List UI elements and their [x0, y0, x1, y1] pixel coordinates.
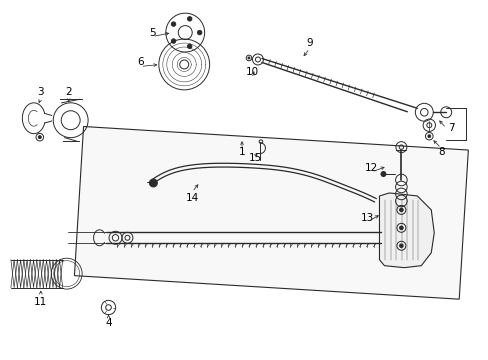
Circle shape: [171, 22, 175, 26]
Circle shape: [399, 208, 403, 212]
Polygon shape: [74, 126, 468, 299]
Text: 9: 9: [306, 37, 312, 48]
Circle shape: [399, 226, 403, 230]
Circle shape: [149, 179, 157, 187]
Text: 6: 6: [137, 58, 143, 67]
Text: 12: 12: [364, 163, 377, 173]
Circle shape: [380, 171, 385, 176]
Circle shape: [187, 17, 191, 21]
Circle shape: [427, 135, 430, 138]
Circle shape: [247, 57, 249, 59]
Circle shape: [187, 44, 191, 49]
Circle shape: [171, 39, 175, 43]
Text: 15: 15: [248, 153, 261, 163]
Text: 14: 14: [185, 193, 199, 203]
Text: 3: 3: [38, 87, 44, 97]
Text: 1: 1: [238, 147, 245, 157]
Text: 13: 13: [360, 213, 373, 223]
Text: 11: 11: [34, 297, 47, 306]
Text: 2: 2: [65, 87, 72, 97]
Text: 7: 7: [447, 123, 453, 133]
Text: 8: 8: [437, 147, 444, 157]
Circle shape: [197, 30, 202, 35]
Circle shape: [38, 136, 41, 139]
Polygon shape: [379, 193, 433, 268]
Circle shape: [399, 244, 403, 248]
Text: 4: 4: [105, 319, 112, 328]
Text: 10: 10: [245, 67, 258, 77]
Text: 5: 5: [149, 28, 155, 37]
